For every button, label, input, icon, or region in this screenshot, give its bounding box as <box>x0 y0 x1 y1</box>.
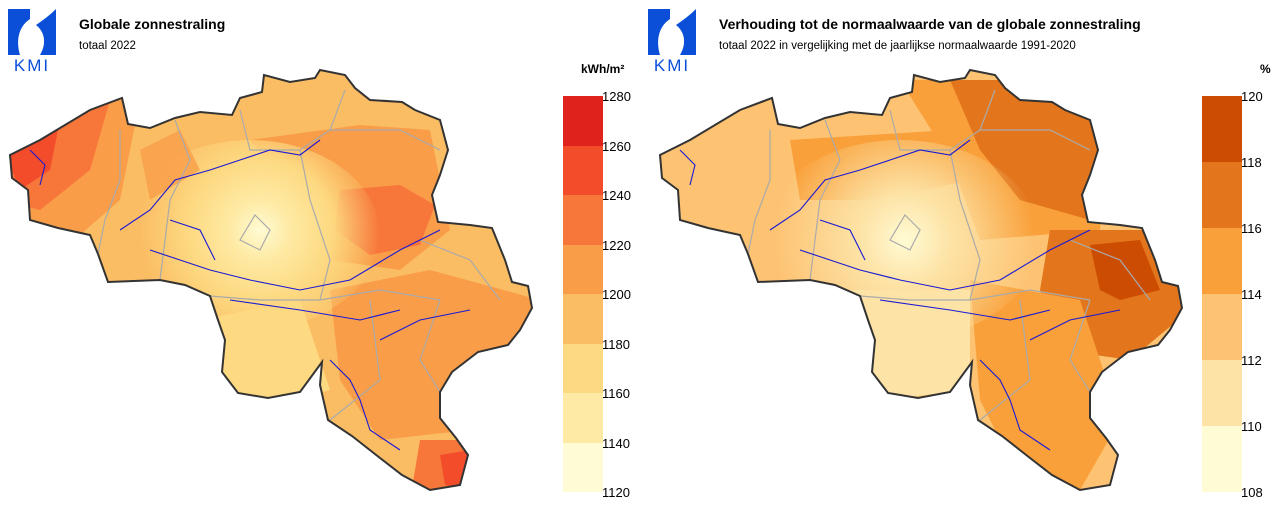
map-title: Globale zonnestraling <box>79 16 226 32</box>
color-legend <box>1202 96 1242 492</box>
kmi-logo: KMI <box>6 5 58 73</box>
map-subtitle: totaal 2022 in vergelijking met de jaarl… <box>719 40 1076 52</box>
map-subtitle: totaal 2022 <box>79 40 136 52</box>
legend-swatch <box>563 442 603 492</box>
legend-tick-label: 1160 <box>602 386 630 401</box>
legend-tick-label: 1120 <box>602 485 630 500</box>
legend-tick-label: 110 <box>1241 419 1262 434</box>
legend-tick-label: 1140 <box>602 435 630 451</box>
legend-tick-label: 112 <box>1241 353 1262 368</box>
left-map-panel: KMI Globale zonnestraling totaal 2022 kW… <box>6 5 642 501</box>
legend-unit: kWh/m² <box>581 62 625 76</box>
legend-swatch <box>1202 96 1242 162</box>
svg-text:KMI: KMI <box>654 56 690 73</box>
legend-tick-label: 1220 <box>602 237 631 253</box>
legend-tick-label: 1200 <box>602 287 631 302</box>
right-map-panel: KMI Verhouding tot de normaalwaarde van … <box>640 0 1280 507</box>
legend-swatch <box>1202 294 1242 360</box>
legend-tick-label: 1280 <box>602 89 631 104</box>
legend-swatch <box>1202 162 1242 228</box>
legend-tick-label: 108 <box>1241 485 1263 500</box>
belgium-radiation-map <box>8 68 534 492</box>
legend-unit: % <box>1260 62 1271 76</box>
legend-swatch <box>563 96 603 146</box>
legend-tick-label: 114 <box>1241 287 1262 302</box>
belgium-ratio-map <box>658 68 1184 492</box>
legend-swatch <box>1202 360 1242 426</box>
kmi-logo: KMI <box>646 5 698 73</box>
legend-swatch <box>563 294 603 344</box>
legend-tick-label: 1260 <box>602 138 631 154</box>
legend-swatch <box>563 393 603 443</box>
legend-swatch <box>563 244 603 294</box>
legend-swatch <box>1202 228 1242 294</box>
legend-swatch <box>563 145 603 195</box>
legend-tick-label: 116 <box>1241 221 1262 236</box>
legend-ticks: 1280 1260 1240 1220 1200 1180 1160 1140 1120 <box>602 89 642 501</box>
legend-ticks: 120 118 116 114 112 110 108 <box>1241 89 1280 501</box>
legend-tick-label: 120 <box>1241 89 1263 104</box>
legend-tick-label: 118 <box>1241 155 1262 170</box>
svg-text:KMI: KMI <box>14 56 50 73</box>
map-title: Verhouding tot de normaalwaarde van de g… <box>719 16 1141 32</box>
legend-tick-label: 1240 <box>602 188 631 203</box>
color-legend <box>563 96 603 492</box>
legend-swatch <box>563 343 603 393</box>
legend-tick-label: 1180 <box>602 336 630 352</box>
legend-swatch <box>1202 426 1242 492</box>
legend-swatch <box>563 195 603 245</box>
